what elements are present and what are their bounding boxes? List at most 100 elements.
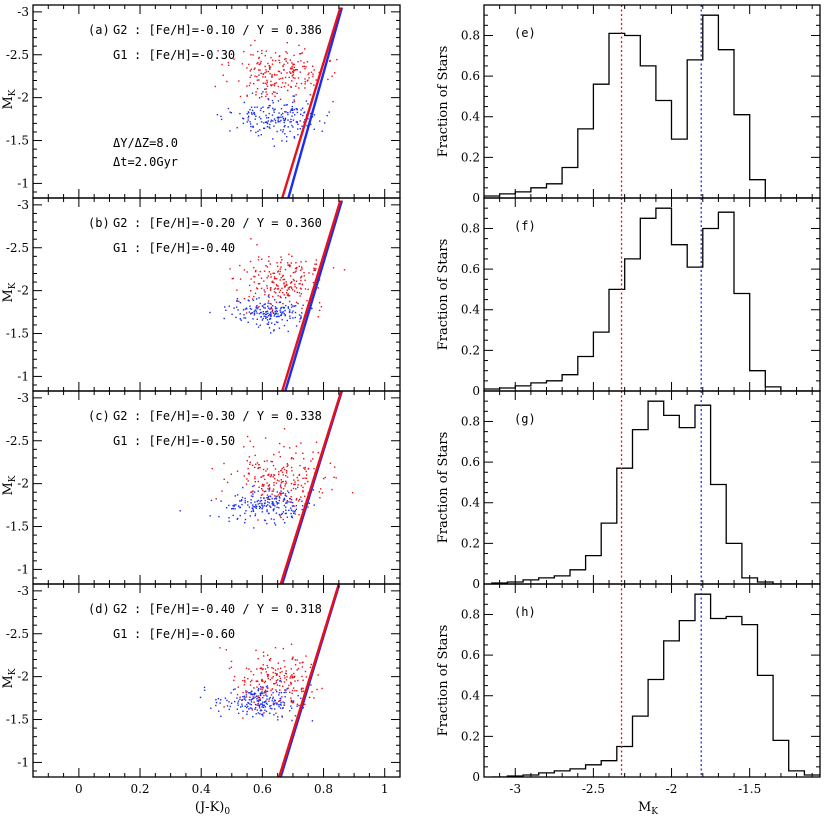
star-point-G1 (278, 502, 280, 504)
star-point-G1 (220, 115, 222, 118)
star-point-G1 (277, 100, 280, 102)
star-point-G2 (285, 51, 287, 53)
star-point-G2 (282, 488, 285, 490)
star-point-G2 (272, 272, 274, 274)
star-point-G1 (319, 120, 321, 122)
star-point-G2 (263, 694, 265, 697)
star-point-G1 (256, 500, 258, 503)
star-point-G1 (247, 705, 249, 708)
star-point-G2 (297, 479, 299, 482)
star-point-G2 (268, 67, 271, 69)
star-point-G1 (243, 695, 245, 697)
star-point-G1 (280, 513, 282, 516)
star-point-G2 (283, 282, 285, 284)
star-point-G1 (267, 495, 270, 498)
star-point-G2 (256, 287, 258, 289)
star-point-G2 (256, 704, 258, 706)
star-point-G2 (285, 475, 287, 477)
star-point-G2 (272, 59, 274, 61)
star-point-G1 (309, 112, 312, 115)
star-point-G2 (266, 285, 268, 287)
star-point-G1 (250, 125, 252, 128)
star-point-G2 (263, 655, 265, 657)
star-point-G2 (278, 700, 280, 703)
star-point-G2 (297, 667, 300, 670)
y-tick-label: 0.4 (461, 110, 480, 124)
star-point-G2 (301, 52, 303, 54)
star-point-G1 (273, 701, 275, 703)
star-point-G2 (289, 71, 291, 73)
star-point-G1 (247, 504, 249, 506)
star-point-G1 (277, 121, 280, 123)
star-point-G2 (269, 289, 272, 291)
plot-area (199, 584, 340, 777)
star-point-G2 (246, 478, 248, 480)
star-point-G1 (217, 698, 220, 700)
star-point-G2 (255, 649, 257, 652)
star-point-G2 (278, 471, 280, 473)
star-point-G2 (288, 288, 290, 290)
star-point-G1 (295, 508, 298, 510)
star-point-G1 (282, 707, 284, 709)
star-point-G2 (242, 691, 244, 694)
star-point-G1 (290, 701, 292, 703)
star-point-G2 (310, 82, 312, 85)
star-point-G2 (279, 677, 282, 680)
star-point-G1 (270, 332, 272, 334)
star-point-G2 (262, 680, 264, 682)
star-point-G2 (272, 476, 274, 478)
star-point-G2 (279, 61, 281, 64)
star-point-G1 (236, 298, 239, 300)
star-point-G1 (268, 698, 270, 700)
star-point-G1 (276, 310, 278, 313)
star-point-G1 (239, 313, 241, 315)
star-point-G1 (269, 712, 271, 714)
star-point-G2 (266, 277, 268, 279)
star-point-G2 (282, 647, 284, 650)
star-point-G1 (237, 700, 240, 702)
star-point-G1 (292, 95, 294, 97)
star-point-G1 (252, 299, 255, 302)
star-point-G2 (275, 681, 277, 684)
star-point-G2 (253, 484, 255, 487)
star-point-G2 (286, 463, 288, 465)
star-point-G1 (265, 700, 267, 702)
star-point-G2 (282, 77, 284, 79)
star-point-G2 (305, 66, 307, 68)
star-point-G2 (272, 696, 274, 698)
star-point-G2 (256, 668, 258, 670)
star-point-G1 (251, 312, 253, 314)
star-point-G1 (239, 318, 241, 320)
star-point-G2 (293, 290, 296, 292)
star-point-G1 (215, 704, 217, 707)
star-point-G1 (203, 689, 206, 691)
star-point-G2 (258, 74, 260, 76)
star-point-G1 (273, 714, 275, 716)
star-point-G2 (302, 687, 304, 690)
star-point-G1 (282, 701, 284, 703)
star-point-G2 (312, 65, 314, 67)
star-point-G1 (296, 120, 298, 123)
star-point-G1 (328, 111, 330, 113)
star-point-G1 (239, 514, 241, 517)
star-point-G1 (266, 695, 268, 697)
star-point-G2 (239, 696, 241, 698)
star-point-G2 (277, 288, 279, 290)
star-point-G2 (285, 673, 288, 675)
star-point-G1 (241, 703, 243, 705)
star-point-G1 (224, 306, 226, 308)
star-point-G1 (301, 312, 303, 314)
star-point-G1 (259, 502, 261, 504)
star-point-G1 (243, 698, 245, 700)
star-point-G1 (239, 506, 241, 509)
star-point-G2 (293, 54, 295, 57)
star-point-G2 (283, 283, 285, 285)
star-point-G2 (275, 482, 278, 484)
star-point-G1 (283, 498, 285, 501)
star-point-G2 (282, 685, 284, 687)
star-point-G1 (284, 119, 286, 122)
star-point-G2 (290, 697, 292, 699)
star-point-G2 (301, 690, 303, 693)
star-point-G1 (249, 307, 251, 310)
star-point-G1 (281, 311, 283, 313)
